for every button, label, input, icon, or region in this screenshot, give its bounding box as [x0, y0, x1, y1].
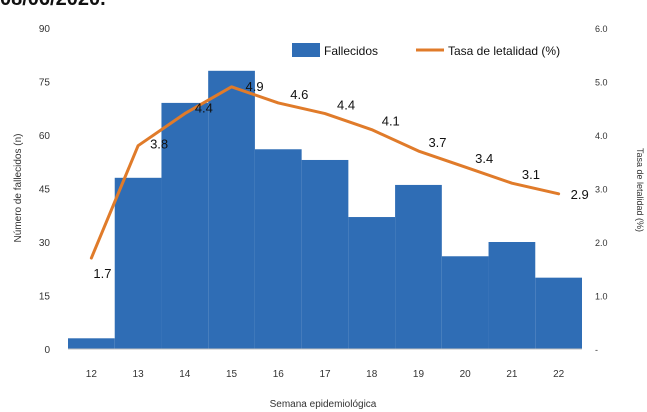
data-label-week-18: 4.1 [382, 114, 400, 129]
y2-tick-label: 3.0 [595, 185, 608, 195]
data-label-week-17: 4.4 [337, 98, 355, 113]
x-tick-label: 20 [460, 369, 472, 380]
x-tick-label: 17 [319, 369, 331, 380]
bar-week-17 [301, 159, 349, 349]
bar-week-18 [348, 217, 396, 349]
title-fragment: 08/06/2020. [0, 0, 106, 11]
legend-label-fallecidos: Fallecidos [324, 44, 378, 58]
bar-week-16 [254, 149, 302, 349]
x-tick-label: 19 [413, 369, 425, 380]
bar-week-14 [161, 102, 209, 350]
data-label-week-14: 4.4 [195, 101, 213, 116]
legend-swatch-fallecidos [292, 43, 320, 57]
y-tick-label: 90 [39, 24, 51, 35]
y2-tick-label: 2.0 [595, 238, 608, 248]
x-axis-title: Semana epidemiológica [270, 399, 377, 410]
bar-week-12 [68, 338, 115, 349]
y-tick-label: 15 [39, 292, 51, 303]
data-label-week-20: 3.4 [475, 151, 493, 166]
x-tick-label: 16 [273, 369, 285, 380]
letality-line [89, 85, 561, 260]
data-label-week-21: 3.1 [522, 167, 540, 182]
bar-week-21 [488, 242, 536, 349]
x-tick-label: 18 [366, 369, 378, 380]
data-label-week-12: 1.7 [93, 266, 111, 281]
data-label-week-13: 3.8 [150, 137, 168, 152]
data-label-week-22: 2.9 [571, 187, 589, 202]
x-tick-label: 13 [133, 369, 145, 380]
y-tick-label: 45 [39, 185, 51, 196]
y-tick-label: 75 [39, 78, 51, 89]
y2-tick-label: - [595, 345, 598, 355]
y2-tick-label: 6.0 [595, 24, 608, 34]
x-tick-label: 21 [506, 369, 518, 380]
data-label-week-19: 3.7 [428, 135, 446, 150]
y-tick-label: 30 [39, 238, 51, 249]
y2-tick-label: 1.0 [595, 292, 608, 302]
bar-week-13 [114, 177, 162, 349]
bar-week-15 [208, 70, 255, 350]
y-tick-label: 0 [44, 345, 50, 356]
x-tick-label: 12 [86, 369, 98, 380]
y2-tick-label: 4.0 [595, 131, 608, 141]
y2-axis-title: Tasa de letalidad (%) [635, 148, 645, 232]
bar-week-20 [441, 256, 489, 349]
bar-week-19 [395, 184, 442, 349]
legend-label-tasa: Tasa de letalidad (%) [448, 44, 560, 58]
y-axis-title: Número de fallecidos (n) [13, 134, 24, 243]
data-label-week-16: 4.6 [290, 87, 308, 102]
y2-tick-label: 5.0 [595, 78, 608, 88]
bar-week-22 [535, 277, 582, 349]
x-tick-label: 14 [179, 369, 191, 380]
x-tick-label: 22 [553, 369, 565, 380]
data-label-week-15: 4.9 [246, 79, 264, 94]
x-tick-label: 15 [226, 369, 238, 380]
y-tick-label: 60 [39, 131, 51, 142]
